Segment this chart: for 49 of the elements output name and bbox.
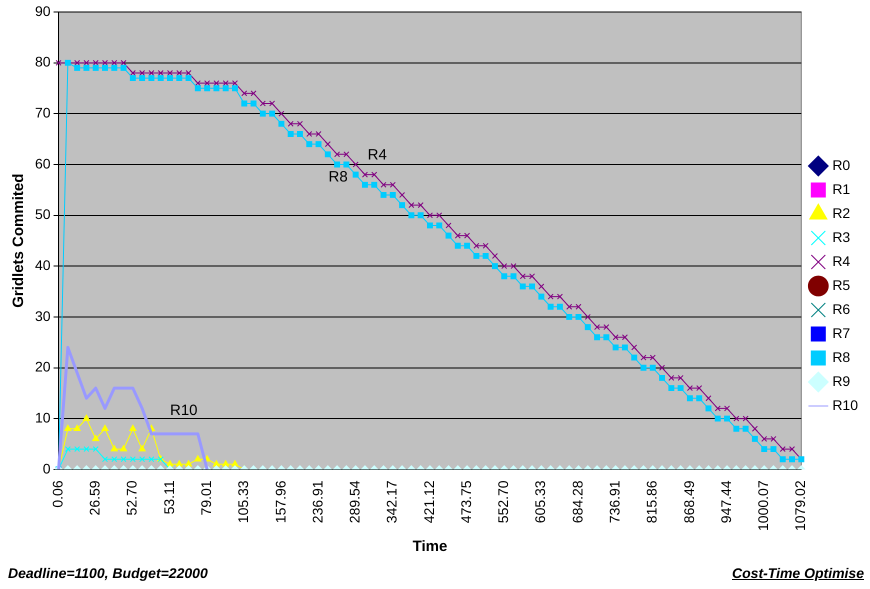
x-tick-label: 105.33 — [235, 480, 252, 524]
x-tick-label: 0.06 — [49, 480, 66, 508]
x-tick-label: 552.70 — [495, 480, 512, 524]
y-tick-label: 0 — [42, 460, 51, 476]
annotation: R10 — [170, 402, 198, 419]
x-tick-label: 1079.02 — [792, 480, 808, 532]
y-tick-label: 40 — [34, 256, 51, 273]
legend-label: R5 — [832, 276, 850, 293]
y-tick-label: 60 — [34, 155, 51, 172]
annotation: R8 — [328, 168, 348, 186]
annotation: R4 — [368, 146, 387, 164]
x-tick-label: 868.49 — [680, 480, 697, 524]
legend-label: R6 — [832, 300, 850, 317]
x-tick-label: 736.91 — [606, 480, 622, 524]
y-tick-label: 30 — [34, 308, 51, 324]
legend-label: R4 — [832, 252, 850, 269]
x-tick-label: 684.28 — [569, 480, 586, 524]
legend-label: R8 — [832, 348, 850, 365]
x-tick-label: 473.75 — [458, 480, 474, 524]
y-tick-label: 10 — [34, 409, 51, 426]
x-tick-label: 342.17 — [384, 480, 400, 524]
text: Cost-Time Optimise — [732, 565, 864, 581]
y-tick-label: 70 — [34, 104, 51, 120]
x-tick-label: 289.54 — [346, 480, 363, 524]
x-tick-label: 236.91 — [309, 480, 326, 524]
y-tick-label: 50 — [34, 206, 51, 222]
legend-label: R2 — [832, 204, 850, 221]
x-tick-label: 26.59 — [86, 480, 103, 516]
legend-label: R7 — [832, 324, 850, 341]
x-tick-label: 79.01 — [198, 480, 214, 516]
y-axis-title: Gridlets Commited — [10, 174, 28, 308]
legend-label: R3 — [832, 228, 850, 245]
legend-label: R9 — [832, 372, 850, 389]
x-tick-label: 421.12 — [420, 480, 437, 524]
x-tick-label: 815.86 — [644, 480, 660, 524]
x-tick-label: 157.96 — [272, 480, 288, 524]
x-tick-label: 947.44 — [718, 480, 734, 524]
x-tick-label: 605.33 — [532, 480, 548, 524]
x-axis-title: Time — [412, 538, 448, 556]
text: Deadline=1100, Budget=22000 — [8, 565, 208, 581]
y-tick-label: 80 — [34, 54, 51, 70]
x-tick-label: 52.70 — [124, 480, 140, 516]
legend-label: R0 — [832, 156, 850, 173]
x-tick-label: 53.11 — [160, 480, 177, 514]
x-tick-label: 1000.07 — [755, 480, 772, 532]
y-tick-label: 90 — [34, 2, 51, 19]
legend-label: R10 — [832, 396, 858, 413]
legend-label: R1 — [832, 180, 850, 197]
y-tick-label: 20 — [34, 358, 51, 375]
